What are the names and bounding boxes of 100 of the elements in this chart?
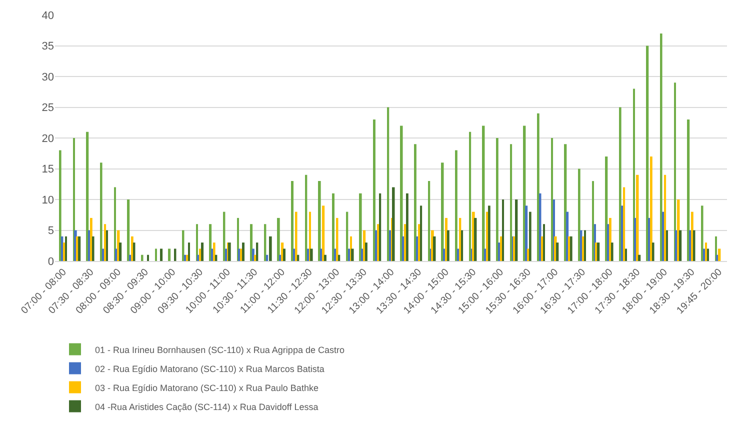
- bar: [691, 212, 694, 261]
- bar: [496, 138, 498, 261]
- bar: [551, 138, 554, 261]
- bar: [188, 242, 190, 261]
- bar: [90, 218, 92, 261]
- bar: [277, 218, 280, 261]
- bar: [582, 236, 584, 261]
- bar: [543, 224, 545, 261]
- legend-label: 04 -Rua Aristides Cação (SC-114) x Rua Davidoff Lessa: [95, 402, 318, 412]
- bar: [160, 248, 163, 261]
- bar: [687, 120, 690, 261]
- bar: [662, 212, 664, 261]
- bar: [674, 82, 676, 261]
- bar: [209, 224, 212, 261]
- bar: [420, 206, 422, 261]
- y-tick-label: 35: [42, 40, 54, 53]
- bar: [318, 181, 321, 261]
- y-tick-label: 10: [42, 194, 54, 206]
- bar: [418, 224, 420, 261]
- bar: [705, 242, 708, 261]
- legend-label: 02 - Rua Egídio Matorano (SC-110) x Rua Marcos Batista: [95, 364, 324, 374]
- y-tick-label: 15: [42, 164, 54, 176]
- bar: [660, 33, 662, 261]
- bar: [100, 162, 102, 261]
- bar: [578, 168, 580, 261]
- bar: [515, 200, 518, 261]
- bar: [92, 236, 94, 261]
- y-tick-label: 40: [42, 10, 54, 22]
- bar: [338, 254, 340, 261]
- bar: [389, 230, 391, 261]
- bar: [529, 212, 532, 261]
- bar: [701, 206, 704, 261]
- bar: [264, 224, 266, 261]
- bar: [168, 248, 171, 261]
- bar: [223, 212, 226, 261]
- bar: [106, 230, 108, 261]
- bar: [63, 242, 66, 261]
- bar: [623, 187, 626, 261]
- bar: [307, 248, 310, 261]
- bar: [322, 206, 325, 261]
- bar: [611, 242, 614, 261]
- bar: [664, 174, 666, 261]
- bar: [114, 187, 116, 261]
- bar: [155, 248, 157, 261]
- bar: [387, 107, 390, 261]
- y-tick-label: 5: [48, 225, 54, 238]
- bar: [269, 236, 272, 261]
- bar: [679, 230, 682, 261]
- bar: [707, 248, 709, 261]
- bar: [359, 193, 362, 261]
- bar: [455, 150, 458, 261]
- bar: [256, 242, 258, 261]
- bar: [621, 206, 624, 261]
- bar: [295, 212, 298, 261]
- bar: [379, 193, 382, 261]
- bar: [406, 193, 408, 261]
- bar: [332, 193, 334, 261]
- bar: [666, 230, 668, 261]
- bar: [441, 162, 444, 261]
- bar: [59, 150, 62, 261]
- bar: [652, 242, 654, 261]
- bar: [414, 144, 416, 261]
- bar: [650, 156, 652, 261]
- bar: [119, 242, 122, 261]
- bar: [636, 174, 639, 261]
- bar: [619, 107, 622, 261]
- bar: [469, 132, 472, 261]
- y-tick-label: 25: [42, 102, 54, 114]
- bar: [377, 224, 380, 261]
- y-tick-label: 30: [42, 71, 54, 84]
- bar: [428, 181, 430, 261]
- bar: [525, 206, 528, 261]
- bar: [324, 254, 326, 261]
- bar: [592, 181, 594, 261]
- bar: [348, 248, 350, 261]
- bar: [283, 248, 286, 261]
- bar: [459, 218, 462, 261]
- bar: [510, 144, 512, 261]
- bar: [488, 206, 490, 261]
- y-tick-label: 20: [42, 132, 54, 145]
- bar: [346, 212, 348, 261]
- bar: [392, 187, 395, 261]
- bar: [213, 242, 216, 261]
- y-tick-label: 0: [48, 256, 54, 268]
- bar: [310, 248, 313, 261]
- bar: [141, 254, 144, 261]
- bar: [291, 181, 294, 261]
- bar: [537, 113, 540, 261]
- bar: [541, 236, 544, 261]
- bar: [201, 242, 204, 261]
- bar: [400, 126, 403, 261]
- bar: [373, 120, 376, 261]
- bar: [127, 200, 130, 261]
- bar: [638, 254, 641, 261]
- bar: [556, 242, 559, 261]
- bar: [61, 236, 64, 261]
- bar: [461, 230, 464, 261]
- bar: [625, 248, 627, 261]
- bar: [65, 236, 67, 261]
- legend-label: 01 - Rua Irineu Bornhausen (SC-110) x Rua Agrippa de Castro: [95, 344, 344, 355]
